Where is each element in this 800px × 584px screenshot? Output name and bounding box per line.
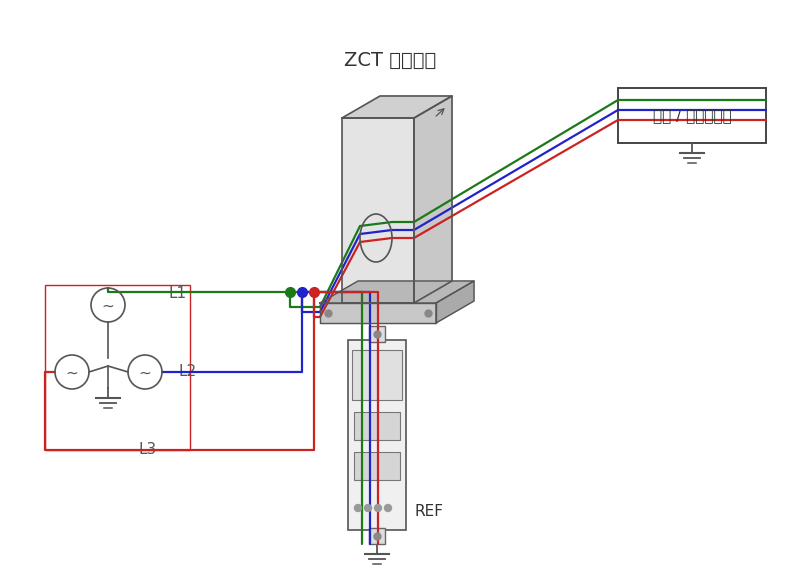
Text: L3: L3 (138, 443, 156, 457)
Text: L1: L1 (168, 286, 186, 301)
Bar (354, 412, 400, 440)
Polygon shape (320, 303, 436, 323)
Polygon shape (342, 96, 452, 118)
Polygon shape (320, 281, 474, 303)
Text: ZCT ユニット: ZCT ユニット (344, 50, 436, 69)
Polygon shape (414, 96, 452, 303)
Bar (354, 452, 400, 480)
Bar (45, 285, 190, 450)
Text: 設備 / インバータ: 設備 / インバータ (653, 108, 731, 123)
Text: REF: REF (414, 505, 443, 520)
Circle shape (354, 505, 362, 512)
Bar (618, 88, 766, 143)
Bar (369, 326, 385, 342)
Circle shape (365, 505, 371, 512)
Text: ~: ~ (102, 298, 114, 314)
Polygon shape (436, 281, 474, 323)
Polygon shape (342, 118, 414, 303)
Bar (352, 350, 402, 400)
Circle shape (385, 505, 391, 512)
Text: ~: ~ (66, 366, 78, 381)
Bar (369, 528, 385, 544)
Text: ~: ~ (138, 366, 151, 381)
Bar (348, 340, 406, 530)
Text: L2: L2 (178, 364, 196, 380)
Circle shape (374, 505, 382, 512)
